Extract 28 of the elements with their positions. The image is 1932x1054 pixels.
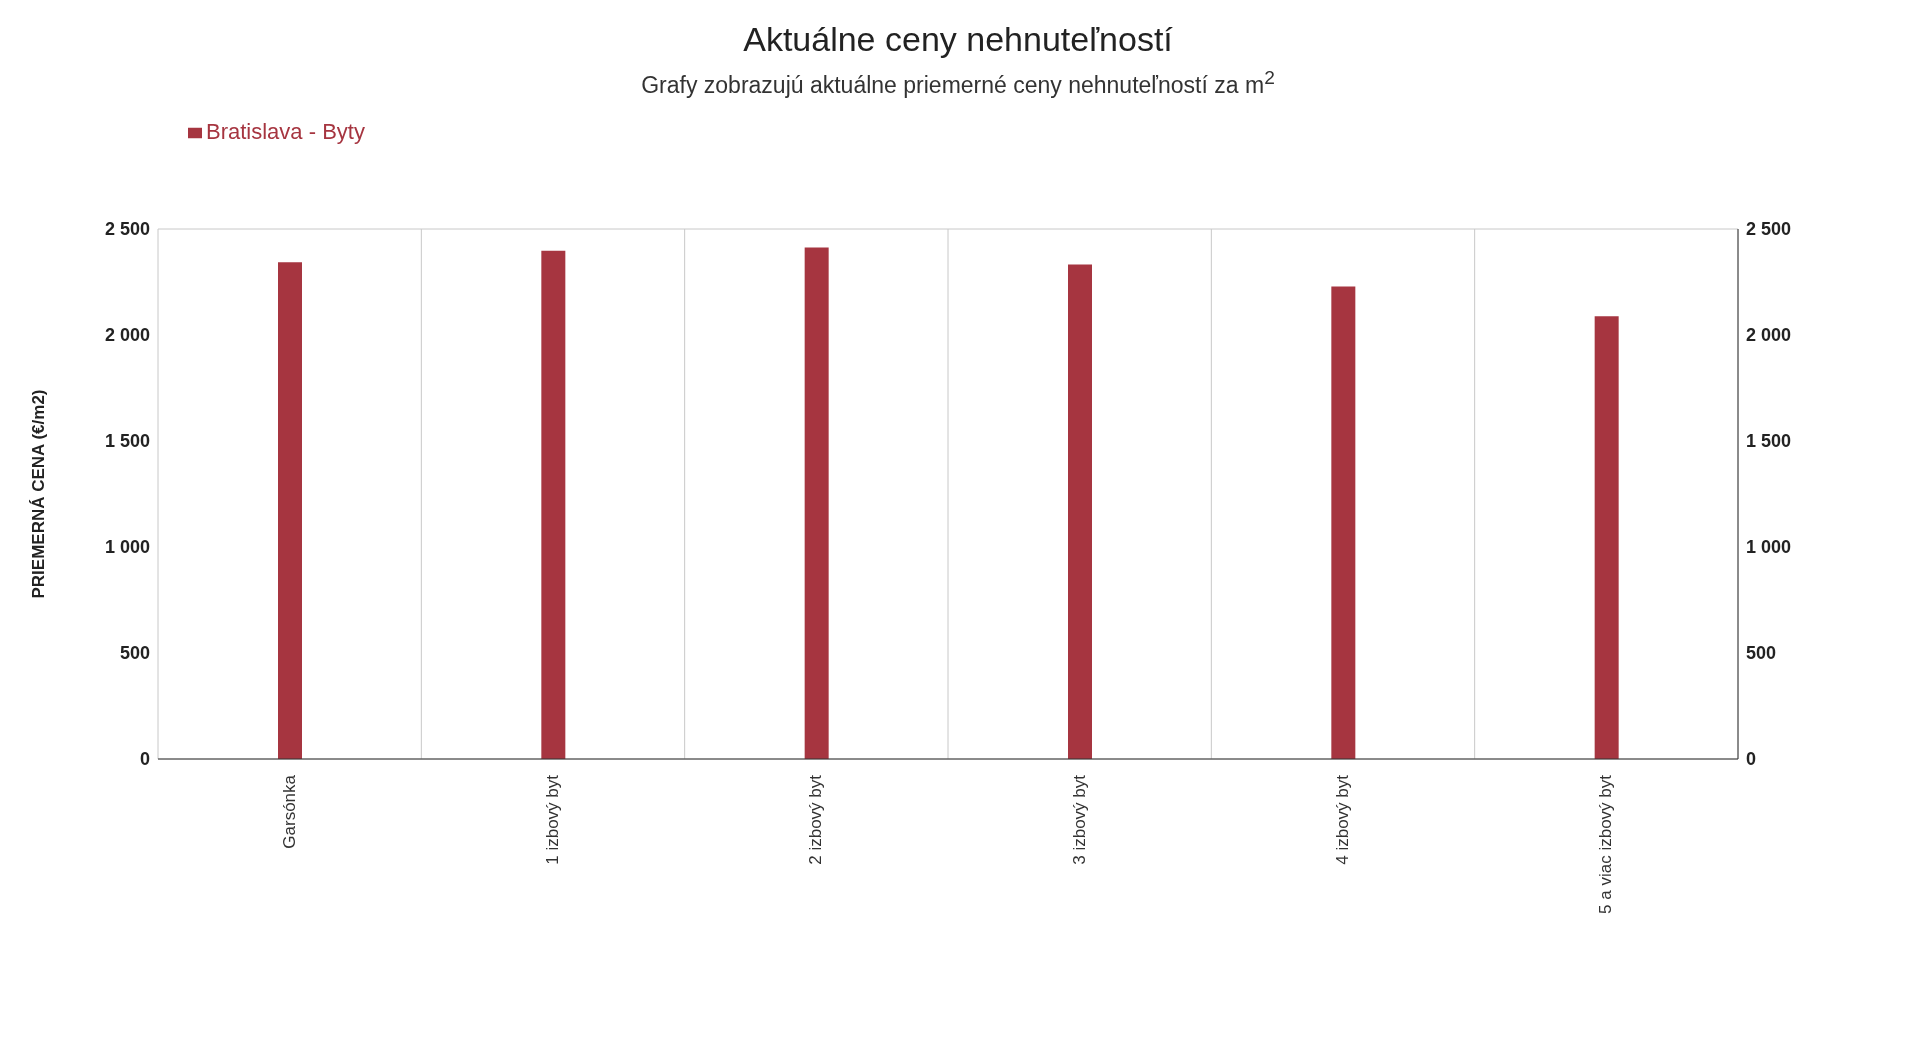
y-axis-title: PRIEMERNÁ CENA (€/m2) [29, 389, 49, 599]
x-tick-label: 5 a viac izbový byt [1596, 774, 1616, 914]
y2-tick-label: 2 000 [1746, 325, 1792, 346]
y2-tick-label: 500 [1746, 643, 1777, 664]
bar [1068, 264, 1092, 759]
y-tick-label: 0 [139, 749, 150, 770]
chart-title: Aktuálne ceny nehnuteľností [742, 20, 1174, 59]
x-tick-label: 2 izbový byt [806, 774, 826, 865]
chart-subtitle: Grafy zobrazujú aktuálne priemerné ceny nehnuteľností za m$^{2}$ [640, 67, 1276, 99]
y-tick-label: 1 500 [104, 431, 150, 452]
y2-tick-label: 1 000 [1746, 537, 1792, 558]
x-tick-label: 4 izbový byt [1333, 774, 1352, 865]
bar [1331, 286, 1356, 759]
bar [804, 247, 829, 759]
y-tick-label: 2 000 [104, 325, 150, 346]
legend-label: Bratislava - Byty [206, 118, 365, 144]
x-tick-label: 1 izbový byt [543, 774, 562, 865]
bar [278, 261, 302, 759]
x-tick-label: 3 izbový byt [1069, 774, 1089, 865]
y-tick-label: 1 000 [104, 537, 150, 558]
y-tick-label: 500 [119, 643, 150, 664]
x-tick-label: Garsónka [279, 774, 299, 849]
y2-tick-label: 0 [1746, 749, 1757, 770]
bar [1594, 315, 1619, 759]
y-tick-label: 2 500 [104, 219, 150, 240]
y2-tick-label: 2 500 [1746, 219, 1792, 240]
y2-tick-label: 1 500 [1746, 431, 1792, 452]
bar [541, 250, 566, 759]
